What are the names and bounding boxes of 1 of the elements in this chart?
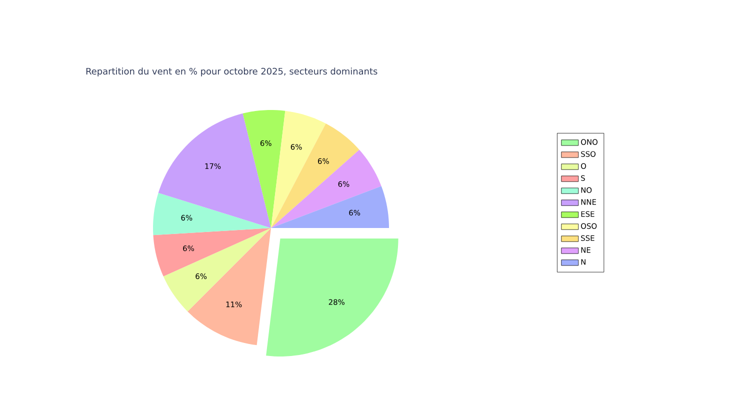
chart-title: Repartition du vent en % pour octobre 2025, secteurs dominants [86, 68, 378, 76]
